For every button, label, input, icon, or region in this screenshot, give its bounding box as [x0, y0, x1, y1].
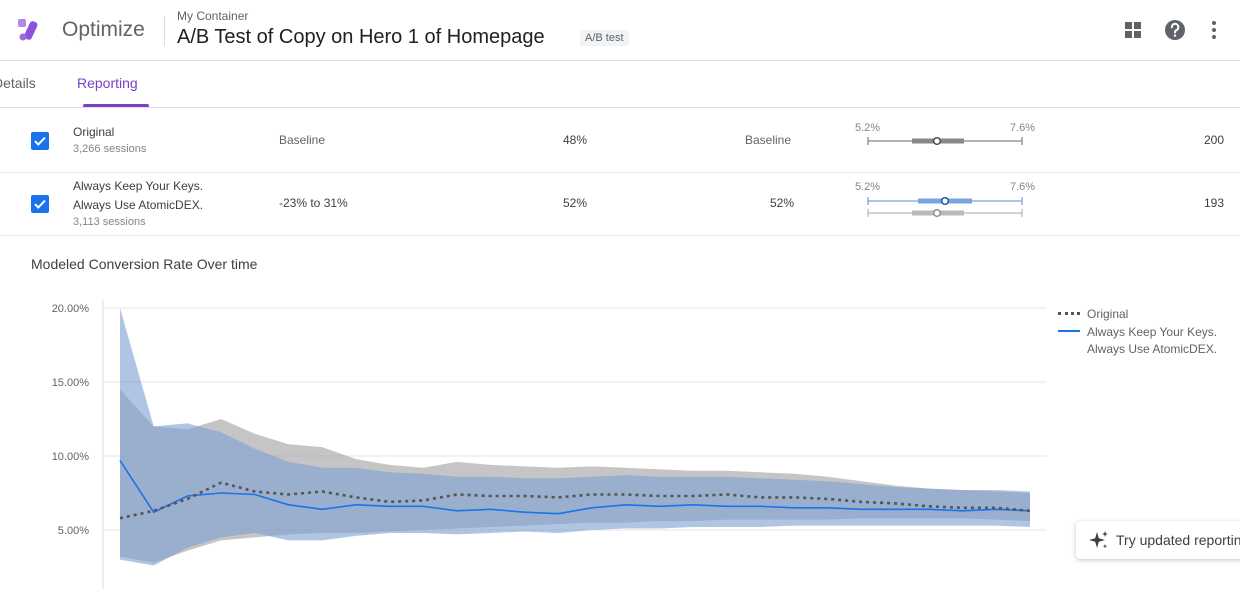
legend-label-line-2: Always Use AtomicDEX. [1087, 342, 1218, 356]
legend-label: Original [1087, 307, 1129, 321]
probability-best-cell: 52% [770, 196, 795, 210]
tab-details[interactable]: Details [0, 75, 36, 91]
variant-sessions: 3,266 sessions [73, 143, 147, 155]
range-max-label: 7.6% [1010, 181, 1036, 193]
experiment-title: A/B Test of Copy on Hero 1 of Homepage [177, 26, 545, 48]
legend-swatch-dotted [1058, 312, 1080, 315]
count-cell: 193 [1203, 196, 1224, 210]
range-min-label: 5.2% [855, 122, 881, 134]
variant-name-line-2: Always Use AtomicDEX. [73, 198, 204, 212]
check-icon [34, 136, 46, 146]
header-divider [164, 16, 165, 46]
try-updated-reporting-button[interactable]: Try updated reporting [1076, 521, 1240, 559]
optimize-logo-icon[interactable] [14, 15, 46, 45]
conversion-range-bar [867, 137, 1023, 145]
variant-checkbox[interactable] [31, 195, 49, 213]
variant-name-line-1: Always Keep Your Keys. [73, 179, 204, 193]
app-header: Optimize My Container A/B Test of Copy o… [0, 0, 1240, 61]
y-tick-label: 15.00% [52, 377, 90, 389]
variant-series-line [119, 459, 1031, 515]
help-icon[interactable] [1162, 17, 1188, 43]
chart-title: Modeled Conversion Rate Over time [31, 256, 258, 272]
y-tick-label: 20.00% [52, 303, 90, 315]
legend-label-line-1: Always Keep Your Keys. [1087, 325, 1218, 339]
variant-sessions: 3,113 sessions [73, 216, 146, 228]
original-series-line [119, 481, 1031, 520]
apps-icon[interactable] [1120, 17, 1146, 43]
probability-cell: 52% [563, 196, 588, 210]
app-name: Optimize [62, 18, 145, 41]
try-button-label: Try updated reporting [1116, 532, 1240, 548]
sparkle-icon [1089, 531, 1108, 549]
improvement-cell: Baseline [279, 133, 326, 147]
probability-cell: 48% [563, 133, 588, 147]
y-tick-label: 10.00% [52, 451, 90, 463]
more-vert-icon[interactable] [1201, 17, 1227, 43]
conversion-range-bar [867, 196, 1023, 218]
variant-confidence-band [120, 308, 1030, 566]
range-min-label: 5.2% [855, 181, 881, 193]
variant-row-original: Original 3,266 sessions Baseline 48% Bas… [0, 108, 1240, 173]
conversion-rate-chart: 20.00% 15.00% 10.00% 5.00% [52, 300, 1046, 589]
experiment-type-badge: A/B test [580, 30, 629, 46]
legend-swatch-solid [1058, 330, 1080, 332]
variant-name: Original [73, 125, 115, 139]
variant-row-1: Always Keep Your Keys. Always Use Atomic… [0, 173, 1240, 236]
probability-best-cell: Baseline [745, 133, 792, 147]
active-tab-indicator [83, 104, 149, 107]
variant-checkbox[interactable] [31, 132, 49, 150]
check-icon [34, 199, 46, 209]
container-name[interactable]: My Container [177, 9, 249, 23]
improvement-cell: -23% to 31% [279, 196, 348, 210]
range-max-label: 7.6% [1010, 122, 1036, 134]
count-cell: 200 [1203, 133, 1224, 147]
y-tick-label: 5.00% [58, 525, 89, 537]
tab-reporting[interactable]: Reporting [77, 75, 138, 91]
tab-bar: Details Reporting [0, 61, 1240, 108]
